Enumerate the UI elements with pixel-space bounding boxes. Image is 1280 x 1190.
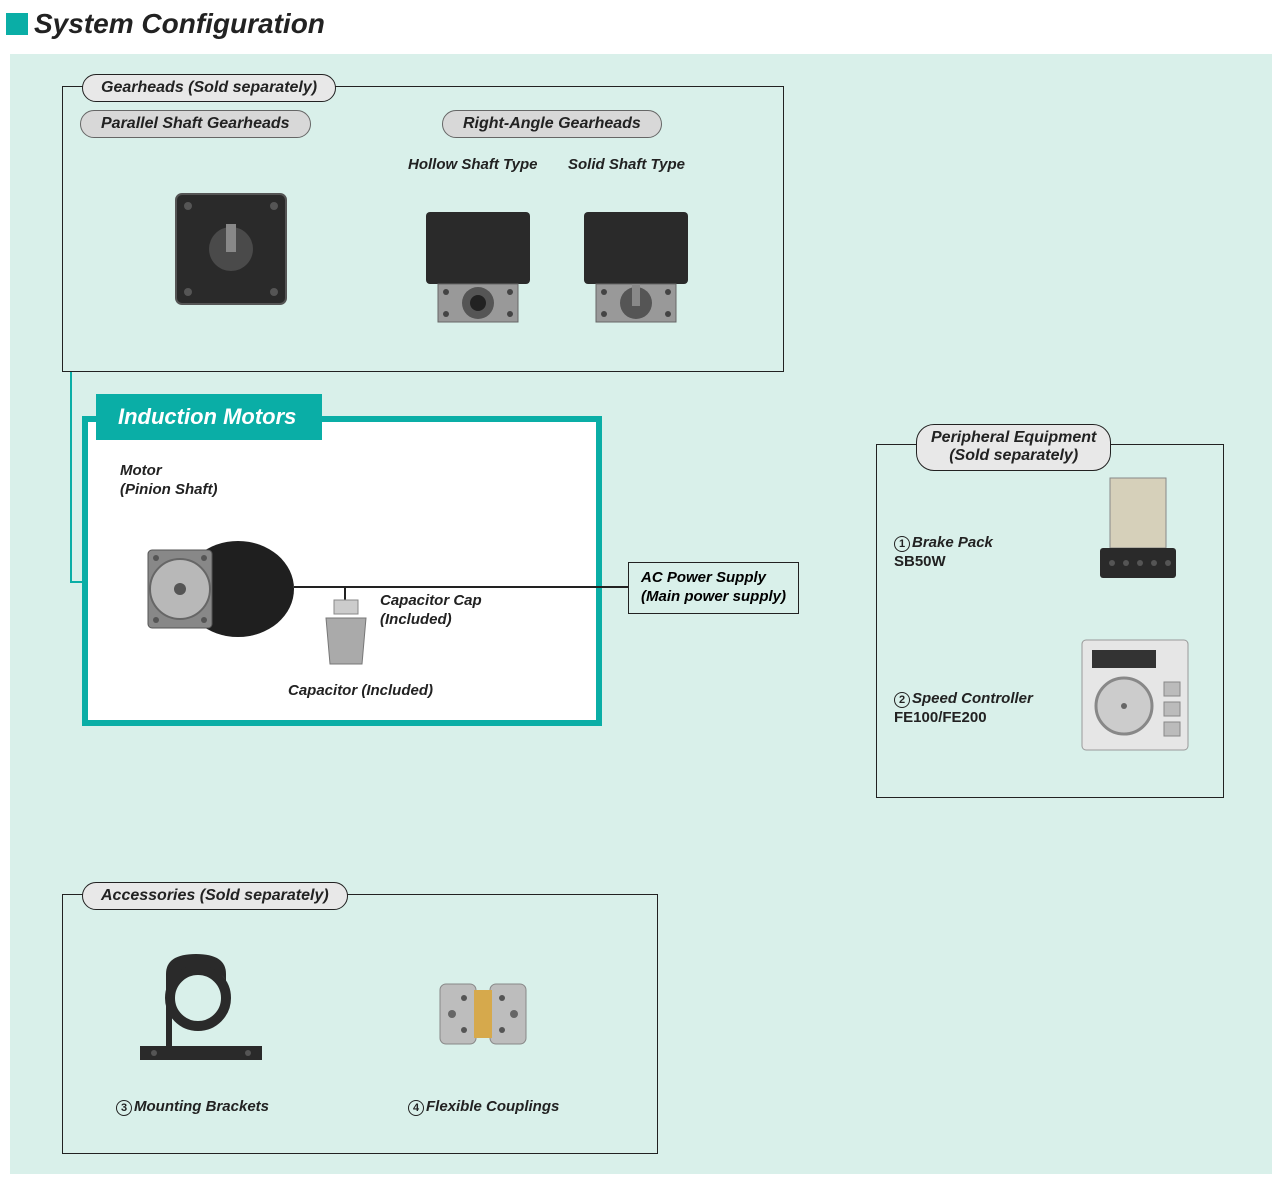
flexible-couplings-label: 4Flexible Couplings	[408, 1098, 559, 1117]
ac-power-l1: AC Power Supply	[641, 569, 766, 586]
capacitor-cap-l1: Capacitor Cap	[380, 592, 482, 609]
peripheral-legend-l2: (Sold separately)	[949, 447, 1078, 464]
hollow-shaft-label: Hollow Shaft Type	[408, 156, 537, 173]
speed-controller-label: 2Speed Controller FE100/FE200	[894, 690, 1033, 728]
ac-power-box: AC Power Supply (Main power supply)	[628, 562, 799, 614]
speed-controller-model: FE100/FE200	[894, 709, 987, 726]
ac-power-l2: (Main power supply)	[641, 588, 786, 605]
speed-controller-icon	[1070, 630, 1200, 760]
flexible-coupling-icon	[428, 964, 538, 1064]
motor-label-line1: Motor	[120, 462, 162, 479]
mounting-bracket-icon	[126, 934, 276, 1074]
hollow-gearhead-icon	[408, 186, 548, 346]
mounting-brackets-text: Mounting Brackets	[134, 1098, 269, 1115]
parallel-gearhead-icon	[150, 164, 320, 334]
brake-pack-icon	[1088, 470, 1188, 590]
mounting-brackets-number: 3	[116, 1100, 132, 1116]
parallel-shaft-pill: Parallel Shaft Gearheads	[80, 110, 311, 138]
capacitor-icon	[316, 594, 376, 674]
speed-controller-number: 2	[894, 692, 910, 708]
right-angle-pill: Right-Angle Gearheads	[442, 110, 662, 138]
brake-pack-number: 1	[894, 536, 910, 552]
page-title-row: System Configuration	[0, 0, 1280, 54]
gearheads-legend: Gearheads (Sold separately)	[82, 74, 336, 102]
motor-icon	[118, 504, 308, 674]
brake-pack-model: SB50W	[894, 553, 946, 570]
diagram-canvas: Gearheads (Sold separately) Parallel Sha…	[10, 54, 1272, 1174]
brake-pack-label: 1Brake Pack SB50W	[894, 534, 993, 572]
flexible-couplings-number: 4	[408, 1100, 424, 1116]
motor-label-line2: (Pinion Shaft)	[120, 481, 218, 498]
page-title: System Configuration	[34, 8, 325, 40]
solid-gearhead-icon	[566, 186, 706, 346]
solid-shaft-label: Solid Shaft Type	[568, 156, 685, 173]
accessories-legend: Accessories (Sold separately)	[82, 882, 348, 910]
speed-controller-text: Speed Controller	[912, 690, 1033, 707]
peripheral-legend-l1: Peripheral Equipment	[931, 429, 1096, 446]
capacitor-cap-label: Capacitor Cap (Included)	[380, 592, 482, 630]
capacitor-label: Capacitor (Included)	[288, 682, 433, 701]
motor-label: Motor (Pinion Shaft)	[120, 462, 218, 500]
brake-pack-text: Brake Pack	[912, 534, 993, 551]
peripheral-legend: Peripheral Equipment (Sold separately)	[916, 424, 1111, 471]
capacitor-cap-l2: (Included)	[380, 611, 452, 628]
mounting-brackets-label: 3Mounting Brackets	[116, 1098, 269, 1117]
flexible-couplings-text: Flexible Couplings	[426, 1098, 559, 1115]
title-accent-square	[6, 13, 28, 35]
induction-motors-tag: Induction Motors	[96, 394, 322, 440]
connector-gearhead-down	[70, 372, 72, 582]
